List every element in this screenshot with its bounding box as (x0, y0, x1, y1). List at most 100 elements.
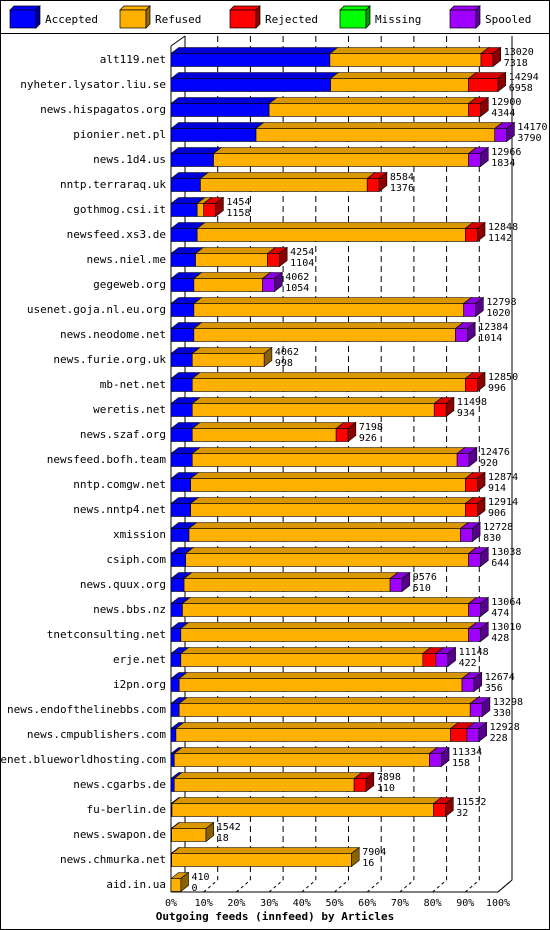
bar-segment-refused (191, 403, 435, 417)
bar-segment-refused (191, 353, 265, 367)
x-tick-label: 0% (165, 898, 177, 909)
row-label: nntp.terraraq.uk (60, 178, 166, 191)
bar-segment-refused (188, 528, 461, 542)
bar-segment-top-refused (255, 122, 504, 129)
row-label: erje.net (113, 653, 166, 666)
data-label-total: 12384 (478, 322, 508, 333)
data-label-accepted: 1158 (226, 208, 250, 219)
bar-segment-top-refused (191, 372, 474, 379)
data-label-accepted: 906 (488, 508, 506, 519)
bar-segment-refused (268, 103, 469, 117)
legend-swatch-rejected (229, 9, 257, 29)
row-label: pionier.net.pl (73, 128, 166, 141)
bar-segment-refused (171, 803, 434, 817)
row-label: news.chmurka.net (60, 853, 166, 866)
x-tick-label: 80% (424, 898, 442, 909)
bar-segment-spooled (389, 578, 403, 592)
bar-segment-top-refused (179, 622, 478, 629)
bar-segment-side-rejected (378, 171, 388, 193)
row-label: gegeweb.org (93, 278, 166, 291)
row-label: usenet.blueworldhosting.com (0, 753, 166, 766)
data-label-accepted: 996 (488, 383, 506, 394)
bar-segment-accepted (170, 328, 195, 342)
row-label: news.nntp4.net (73, 503, 166, 516)
bar-segment-rejected (366, 178, 380, 192)
bar-segment-top-accepted (170, 122, 265, 129)
bar-segment-accepted (170, 203, 198, 217)
x-tick-label: 90% (456, 898, 474, 909)
data-label-total: 4062 (285, 272, 309, 283)
bar-segment-rejected (468, 103, 481, 117)
bar-segment-top-refused (183, 572, 399, 579)
data-label-total: 12674 (485, 672, 515, 683)
bar-segment-refused (191, 378, 466, 392)
row-label: nntp.comgw.net (73, 478, 166, 491)
legend-swatch-top-accepted (9, 5, 41, 11)
legend-label-rejected: Rejected (265, 13, 318, 26)
data-label-total: 14170 (517, 122, 547, 133)
bar-segment-refused (329, 53, 482, 67)
bar-segment-side-spooled (447, 646, 456, 668)
legend-swatch-side-rejected (255, 5, 261, 29)
data-label-total: 14294 (509, 72, 539, 83)
bar-segment-accepted (170, 603, 183, 617)
bar-segment-accepted (170, 478, 191, 492)
data-label-total: 12728 (483, 522, 513, 533)
data-label-accepted: 998 (275, 358, 293, 369)
data-label-accepted: 644 (491, 558, 509, 569)
data-label-accepted: 356 (485, 683, 503, 694)
row-label: nyheter.lysator.liu.se (20, 78, 166, 91)
data-label-accepted: 3790 (517, 133, 541, 144)
bar-segment-top-accepted (170, 147, 223, 154)
row-label: news.endofthelinebbs.com (7, 703, 166, 716)
bar-segment-refused (190, 503, 466, 517)
data-label-accepted: 1376 (390, 183, 414, 194)
bar-segment-spooled (468, 553, 481, 567)
x-tick-label: 40% (293, 898, 311, 909)
bar-segment-top-refused (179, 647, 432, 654)
bar-segment-top-refused (194, 247, 277, 254)
row-label: news.cgarbs.de (73, 778, 166, 791)
bar-segment-refused (173, 778, 355, 792)
bar-segment-side-rejected (497, 71, 507, 93)
bar-segment-refused (193, 278, 263, 292)
bar-segment-top-refused (171, 797, 443, 804)
legend-item-missing: Missing (339, 5, 421, 29)
data-label-total: 12900 (491, 97, 521, 108)
bar-segment-top-accepted (170, 47, 339, 54)
row-label: news.szaf.org (80, 428, 166, 441)
bar-segment-rejected (422, 653, 437, 667)
bar-segment-side-spooled (475, 296, 484, 318)
bar-segment-side-spooled (481, 696, 491, 718)
bar-segment-refused (171, 828, 207, 842)
data-label-total: 12476 (480, 447, 510, 458)
data-label-accepted: 158 (452, 758, 470, 769)
x-tick-label: 20% (227, 898, 245, 909)
legend-swatch-refused (119, 9, 147, 29)
bar-segment-refused (196, 228, 466, 242)
data-label-accepted: 110 (377, 783, 395, 794)
bar-segment-top-refused (173, 747, 438, 754)
data-label-accepted: 1020 (486, 308, 510, 319)
data-label-total: 12848 (488, 222, 518, 233)
bar-segment-top-refused (170, 847, 361, 854)
bar-segment-side-refused (180, 871, 189, 893)
bar-segment-accepted (170, 428, 193, 442)
data-label-total: 12928 (490, 722, 520, 733)
data-label-total: 7898 (377, 772, 401, 783)
x-tick-label: 10% (195, 898, 213, 909)
bar-segment-accepted (170, 628, 182, 642)
data-label-accepted: 1834 (491, 158, 515, 169)
bar-segment-rejected (464, 228, 478, 242)
bar-segment-accepted (170, 453, 193, 467)
data-label-total: 7904 (362, 847, 386, 858)
